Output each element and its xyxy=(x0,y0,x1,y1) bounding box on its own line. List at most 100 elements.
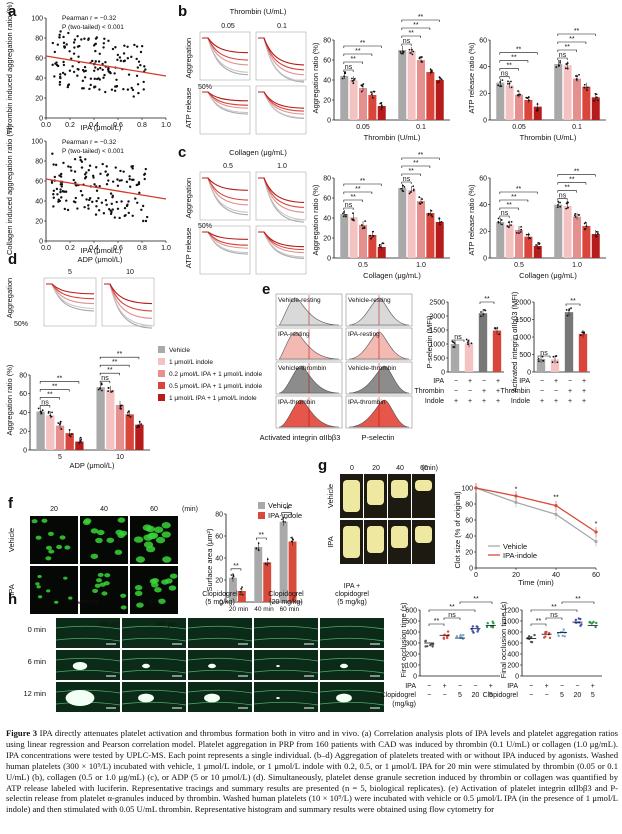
replicate-dot xyxy=(59,422,62,425)
legend-swatch xyxy=(258,512,265,519)
significance-label: ns xyxy=(550,612,558,619)
data-point xyxy=(591,621,594,625)
data-point xyxy=(53,175,57,179)
data-point xyxy=(143,172,147,176)
bar xyxy=(263,562,272,602)
data-point xyxy=(126,45,129,48)
panel-letter-c: c xyxy=(178,144,186,161)
replicate-dot xyxy=(50,415,53,418)
panel-letter-f: f xyxy=(8,495,14,512)
legend-swatch xyxy=(158,370,165,377)
a-top-stat2: P (two-tailed) < 0.001 xyxy=(62,24,124,31)
e-integrin-bars: 0 500 1000 1500 2000 ns ** xyxy=(515,298,590,376)
e-xlabel-2: P-selectin xyxy=(362,433,395,442)
replicate-dot xyxy=(268,562,270,564)
data-point xyxy=(62,161,65,165)
data-point xyxy=(120,200,123,203)
legend-swatch xyxy=(258,502,265,509)
platelet-cell xyxy=(106,537,115,543)
platelet-cell xyxy=(135,556,146,563)
replicate-dot xyxy=(281,518,283,521)
data-point xyxy=(594,625,597,629)
replicate-dot xyxy=(501,79,504,81)
platelet-cell xyxy=(120,593,127,598)
replicate-dot xyxy=(345,215,347,218)
data-point xyxy=(53,50,57,54)
data-point xyxy=(544,630,547,634)
bar xyxy=(435,80,444,120)
data-point xyxy=(136,66,140,69)
trace-line xyxy=(46,283,95,295)
replicate-dot xyxy=(519,231,522,233)
data-point xyxy=(126,88,130,91)
row-label: 0 min xyxy=(28,625,46,634)
data-point xyxy=(67,165,70,168)
replicate-dot xyxy=(80,438,83,441)
row-label: 6 min xyxy=(28,657,46,666)
platelet-cell xyxy=(31,519,38,524)
data-point xyxy=(58,174,61,177)
replicate-dot xyxy=(438,76,441,79)
replicate-dot xyxy=(427,212,430,215)
replicate-dot xyxy=(100,382,103,385)
significance-label: ns xyxy=(501,71,509,78)
condition-value: + xyxy=(489,683,493,690)
vessel-edge xyxy=(253,657,319,662)
bar xyxy=(572,78,582,120)
regression-line xyxy=(45,55,167,77)
y-tick-label: 0 xyxy=(483,255,487,262)
data-point xyxy=(83,205,86,209)
bar xyxy=(450,344,460,372)
trace-frame xyxy=(255,85,307,135)
bar xyxy=(340,214,349,258)
vessel-edge xyxy=(55,657,121,662)
trace-line xyxy=(202,37,249,54)
vessel-edge xyxy=(319,669,385,674)
replicate-dot xyxy=(240,588,242,590)
bar xyxy=(398,50,407,120)
significance-bracket xyxy=(256,537,267,540)
replicate-dot xyxy=(430,209,433,212)
clot xyxy=(367,480,384,505)
h-condition-rows: IPA IPA− −+ +− −− −+ +Clopidogrel Clopidogrel− −… xyxy=(381,683,595,708)
clot xyxy=(415,526,432,543)
y-tick-label: 80 xyxy=(35,35,43,42)
data-point xyxy=(91,200,94,204)
replicate-dot xyxy=(408,48,411,51)
data-point xyxy=(124,213,127,217)
trace-line xyxy=(258,177,305,221)
replicate-dot xyxy=(479,315,482,318)
data-point xyxy=(594,530,598,534)
data-point xyxy=(136,83,140,86)
vessel-edge xyxy=(253,701,319,706)
platelet-cell xyxy=(158,598,166,604)
data-point xyxy=(62,63,66,67)
c-bar2-ylabel: ATP release ratio (%) xyxy=(467,184,476,255)
data-point xyxy=(83,37,86,40)
significance-label: ** xyxy=(564,185,570,192)
data-point xyxy=(137,181,141,184)
significance-label: ** xyxy=(574,169,580,176)
data-point xyxy=(111,208,114,211)
replicate-dot xyxy=(126,414,129,417)
data-point xyxy=(58,33,61,37)
platelet-cell xyxy=(82,519,91,525)
replicate-dot xyxy=(284,521,286,523)
replicate-dot xyxy=(39,410,42,413)
y-tick-label: 20 xyxy=(35,218,43,225)
y-tick-label: 100 xyxy=(31,138,43,145)
platelet-cell xyxy=(68,596,73,600)
significance-bracket xyxy=(557,174,596,177)
data-point xyxy=(95,205,98,208)
significance-bracket xyxy=(530,623,547,626)
data-point xyxy=(79,156,82,159)
data-point xyxy=(76,74,79,77)
data-point xyxy=(102,212,106,215)
panel-b-tracings: Thrombin (U/mL) 0.05 0.1 Aggregation ATP… xyxy=(184,7,307,135)
data-point xyxy=(81,194,84,197)
thrombus xyxy=(208,663,216,669)
replicate-dot xyxy=(100,389,103,392)
platelet-cell xyxy=(134,584,143,591)
data-point xyxy=(65,43,68,46)
